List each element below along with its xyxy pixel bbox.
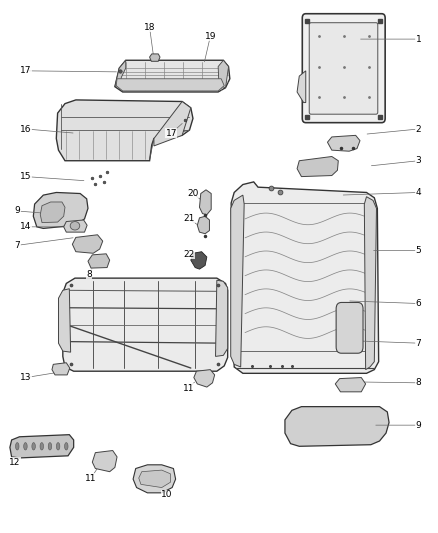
Text: 7: 7 (14, 241, 20, 250)
Polygon shape (194, 369, 215, 387)
Polygon shape (92, 450, 117, 472)
Polygon shape (33, 192, 88, 229)
Text: 2: 2 (416, 125, 421, 133)
Polygon shape (154, 101, 191, 146)
Text: 4: 4 (416, 188, 421, 197)
Text: 9: 9 (416, 421, 421, 430)
Polygon shape (64, 220, 87, 232)
Polygon shape (285, 407, 389, 446)
Polygon shape (115, 60, 230, 92)
Polygon shape (133, 465, 176, 493)
Polygon shape (115, 60, 126, 87)
Ellipse shape (70, 222, 80, 230)
Ellipse shape (48, 442, 52, 450)
Polygon shape (364, 197, 377, 369)
Text: 14: 14 (20, 222, 32, 231)
Polygon shape (197, 216, 209, 233)
Polygon shape (297, 71, 306, 102)
Text: 22: 22 (183, 250, 194, 259)
Text: 18: 18 (144, 23, 155, 32)
Text: 21: 21 (183, 214, 194, 223)
Polygon shape (231, 182, 378, 373)
Polygon shape (215, 280, 228, 357)
Text: 3: 3 (416, 156, 421, 165)
Text: 6: 6 (416, 299, 421, 308)
Ellipse shape (15, 442, 19, 450)
Text: 19: 19 (205, 32, 216, 41)
Polygon shape (88, 254, 110, 268)
Ellipse shape (24, 442, 27, 450)
FancyBboxPatch shape (309, 23, 378, 114)
Polygon shape (218, 60, 229, 88)
Polygon shape (335, 377, 366, 392)
FancyBboxPatch shape (336, 302, 363, 353)
Text: 1: 1 (416, 35, 421, 44)
Text: 10: 10 (161, 490, 173, 499)
Ellipse shape (40, 442, 43, 450)
Polygon shape (150, 54, 160, 61)
Polygon shape (231, 195, 244, 367)
Text: 8: 8 (86, 270, 92, 279)
Polygon shape (40, 202, 65, 223)
Text: 5: 5 (416, 246, 421, 255)
Polygon shape (63, 278, 228, 371)
Text: 11: 11 (183, 384, 194, 393)
Ellipse shape (32, 442, 35, 450)
FancyBboxPatch shape (302, 14, 385, 123)
Polygon shape (59, 289, 71, 352)
Polygon shape (191, 252, 207, 269)
Polygon shape (10, 435, 74, 458)
Text: 16: 16 (20, 125, 32, 133)
Polygon shape (328, 135, 360, 151)
Text: 11: 11 (85, 473, 97, 482)
Polygon shape (52, 363, 70, 375)
Polygon shape (72, 235, 103, 253)
Text: 7: 7 (416, 338, 421, 348)
Text: 20: 20 (187, 189, 199, 198)
Ellipse shape (64, 442, 68, 450)
Text: 17: 17 (20, 66, 32, 75)
Text: 12: 12 (9, 458, 21, 467)
Polygon shape (297, 157, 338, 176)
Text: 17: 17 (166, 129, 177, 138)
Polygon shape (57, 100, 193, 161)
Text: 9: 9 (14, 206, 20, 215)
Text: 8: 8 (416, 378, 421, 387)
Polygon shape (116, 79, 224, 91)
Polygon shape (139, 470, 170, 488)
Text: 13: 13 (20, 373, 32, 382)
Polygon shape (199, 190, 211, 215)
Text: 15: 15 (20, 172, 32, 181)
Ellipse shape (57, 442, 60, 450)
